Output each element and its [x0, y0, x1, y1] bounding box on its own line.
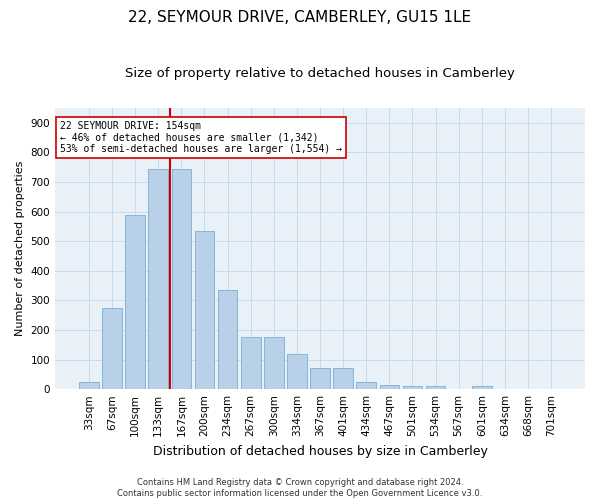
Bar	[403, 386, 422, 389]
Bar	[218, 290, 238, 389]
Bar	[172, 168, 191, 389]
Text: 22, SEYMOUR DRIVE, CAMBERLEY, GU15 1LE: 22, SEYMOUR DRIVE, CAMBERLEY, GU15 1LE	[128, 10, 472, 25]
Bar	[79, 382, 99, 389]
X-axis label: Distribution of detached houses by size in Camberley: Distribution of detached houses by size …	[152, 444, 487, 458]
Bar	[472, 386, 491, 389]
Text: 22 SEYMOUR DRIVE: 154sqm
← 46% of detached houses are smaller (1,342)
53% of sem: 22 SEYMOUR DRIVE: 154sqm ← 46% of detach…	[61, 120, 343, 154]
Bar	[102, 308, 122, 389]
Bar	[356, 382, 376, 389]
Bar	[264, 338, 284, 389]
Bar	[380, 384, 399, 389]
Y-axis label: Number of detached properties: Number of detached properties	[15, 161, 25, 336]
Bar	[194, 231, 214, 389]
Bar	[426, 386, 445, 389]
Title: Size of property relative to detached houses in Camberley: Size of property relative to detached ho…	[125, 68, 515, 80]
Bar	[241, 338, 260, 389]
Bar	[334, 368, 353, 389]
Text: Contains HM Land Registry data © Crown copyright and database right 2024.
Contai: Contains HM Land Registry data © Crown c…	[118, 478, 482, 498]
Bar	[148, 168, 168, 389]
Bar	[310, 368, 330, 389]
Bar	[125, 214, 145, 389]
Bar	[287, 354, 307, 389]
